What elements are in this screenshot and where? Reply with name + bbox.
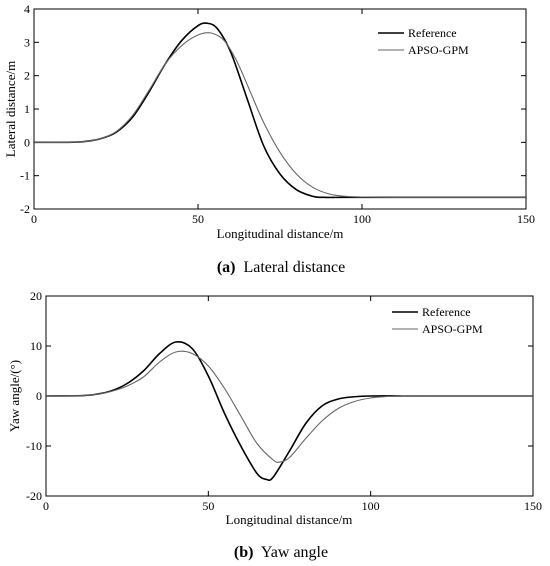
chart-a-caption-letter: (a) — [217, 259, 236, 276]
chart-a-series — [33, 22, 527, 199]
chart-a-ticks: 0 50 100 150 -2 -1 0 1 2 3 4 — [20, 2, 535, 226]
chart-b: 0 50 100 150 -20 -10 0 10 20 Reference APSO-GPM L… — [7, 289, 542, 561]
chart-b-caption-text: Yaw angle — [261, 544, 328, 561]
chart-b-y-axis-label: Yaw angle/(°) — [7, 360, 22, 432]
x-tick-label: 50 — [192, 212, 204, 226]
series-line-apso-gpm — [33, 32, 527, 198]
y-tick-label: 4 — [24, 2, 30, 16]
y-tick-label: -20 — [26, 489, 42, 503]
chart-a-y-axis-label: Lateral distance/m — [3, 61, 18, 157]
y-tick-label: 0 — [36, 389, 42, 403]
chart-a-legend: Reference APSO-GPM — [378, 26, 469, 57]
y-tick-label: 2 — [24, 69, 30, 83]
y-tick-label: -10 — [26, 439, 42, 453]
chart-b-caption: (b) Yaw angle — [234, 544, 328, 561]
series-line-reference — [45, 341, 534, 482]
chart-b-caption-letter: (b) — [234, 544, 254, 561]
x-tick-label: 100 — [362, 499, 380, 513]
chart-b-series — [45, 341, 534, 482]
y-tick-label: 20 — [30, 289, 42, 303]
y-tick-label: 10 — [30, 339, 42, 353]
x-tick-label: 50 — [202, 499, 214, 513]
legend-label-reference: Reference — [408, 26, 457, 40]
x-tick-label: 100 — [353, 212, 371, 226]
legend-label-apso-gpm: APSO-GPM — [422, 322, 483, 336]
y-tick-label: -2 — [20, 202, 30, 216]
chart-a-x-axis-label: Longitudinal distance/m — [217, 226, 344, 241]
chart-b-legend: Reference APSO-GPM — [392, 305, 483, 336]
chart-a-caption: (a) Lateral distance — [217, 259, 345, 276]
chart-b-x-axis-label: Longitudinal distance/m — [226, 512, 353, 527]
y-tick-label: 3 — [24, 35, 30, 49]
chart-a: 0 50 100 150 -2 -1 0 1 2 3 4 Reference APSO-GPM Lon… — [3, 2, 535, 276]
legend-label-reference: Reference — [422, 305, 471, 319]
x-tick-label: 0 — [43, 499, 49, 513]
x-tick-label: 0 — [31, 212, 37, 226]
series-line-apso-gpm — [45, 350, 534, 463]
y-tick-label: 1 — [24, 102, 30, 116]
legend-label-apso-gpm: APSO-GPM — [408, 43, 469, 57]
y-tick-label: -1 — [20, 169, 30, 183]
x-tick-label: 150 — [524, 499, 542, 513]
y-tick-label: 0 — [24, 135, 30, 149]
chart-b-ticks: 0 50 100 150 -20 -10 0 10 20 — [26, 289, 542, 513]
chart-a-caption-text: Lateral distance — [243, 259, 345, 276]
x-tick-label: 150 — [517, 212, 535, 226]
